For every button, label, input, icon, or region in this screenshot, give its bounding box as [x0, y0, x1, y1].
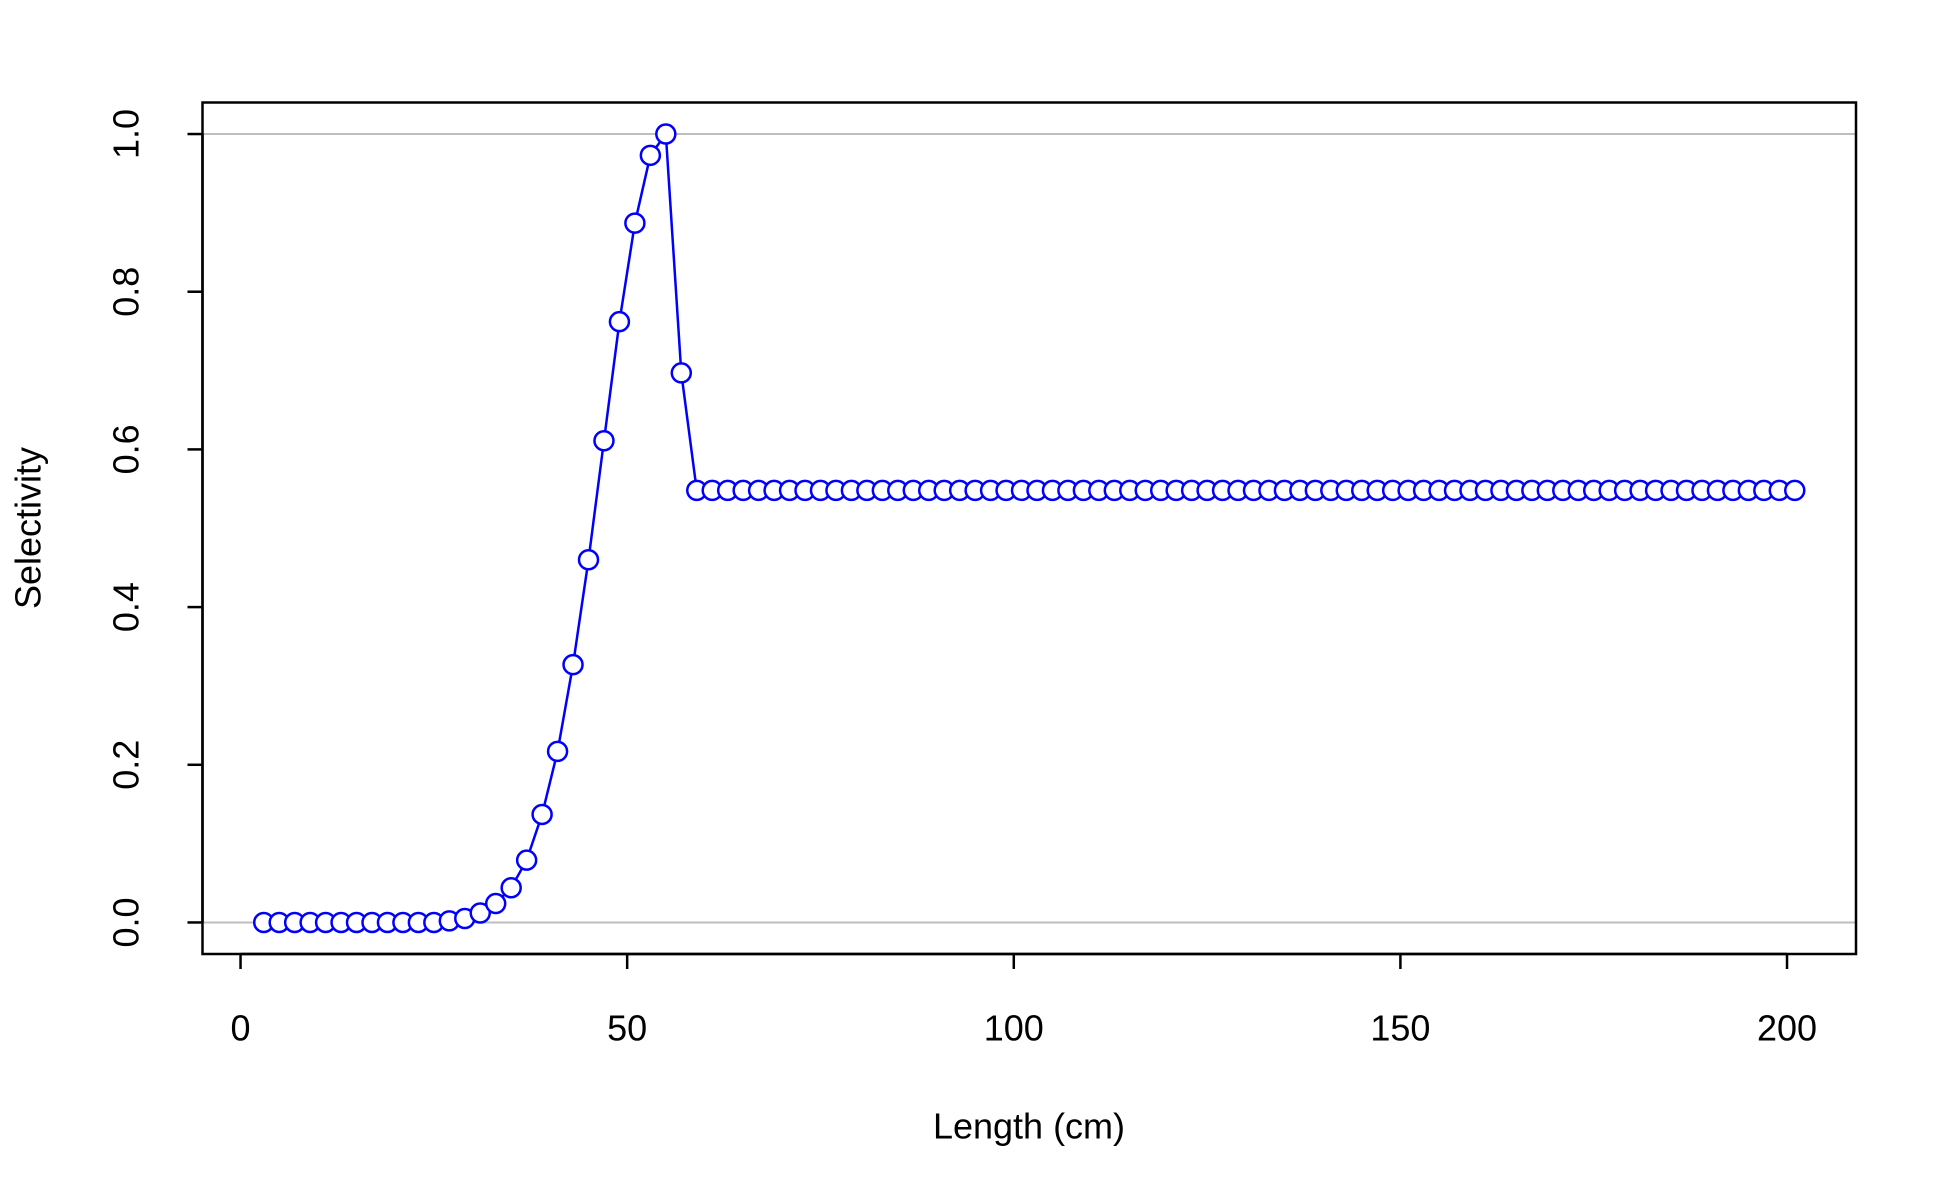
point	[670, 362, 693, 384]
point	[577, 549, 600, 571]
point	[1784, 479, 1806, 502]
point	[608, 310, 631, 333]
x-tick-label: 0	[231, 1008, 251, 1049]
point	[500, 877, 522, 899]
point	[655, 123, 677, 145]
y-axis-label: Selectivity	[8, 447, 49, 609]
point	[469, 902, 491, 924]
y-tick-label: 0.0	[106, 897, 147, 947]
point	[624, 212, 646, 234]
y-tick-label: 0.8	[106, 267, 147, 317]
point	[531, 803, 553, 826]
x-tick-label: 150	[1370, 1008, 1430, 1049]
x-axis-label: Length (cm)	[933, 1106, 1125, 1147]
point	[562, 653, 584, 676]
x-tick-label: 100	[984, 1008, 1044, 1049]
point	[593, 429, 615, 452]
x-tick-label: 200	[1757, 1008, 1817, 1049]
point	[546, 740, 569, 763]
x-tick-label: 50	[607, 1008, 647, 1049]
y-tick-label: 1.0	[106, 109, 147, 159]
y-tick-label: 0.2	[106, 740, 147, 790]
point	[484, 892, 507, 915]
series-line	[263, 130, 1795, 924]
point	[639, 144, 662, 167]
y-tick-label: 0.6	[106, 424, 147, 474]
plot-frame	[201, 101, 1858, 956]
point	[515, 849, 538, 871]
y-tick-label: 0.4	[106, 582, 147, 632]
